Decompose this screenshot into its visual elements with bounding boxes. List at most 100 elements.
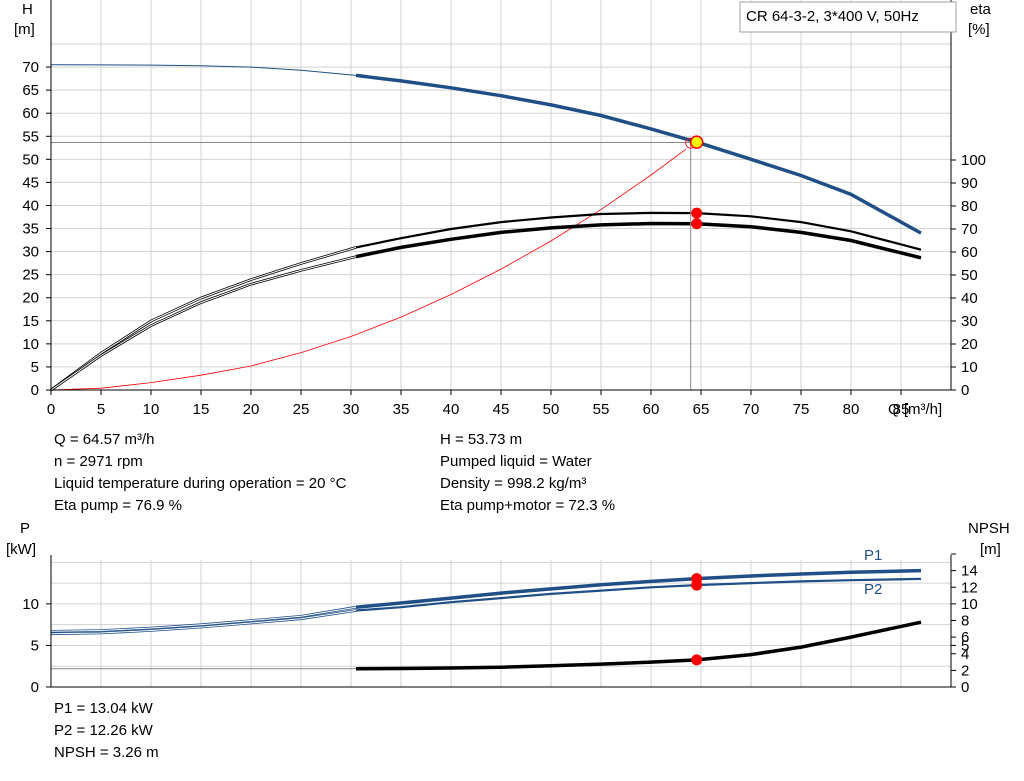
top-grid <box>51 0 952 390</box>
eta-pump-motor-low-flow-outer <box>50 255 357 392</box>
h-tick-label: 50 <box>22 151 39 168</box>
top-axes <box>46 0 956 395</box>
npsh-axis-unit: NPSH <box>968 520 1010 537</box>
q-tick-label: 10 <box>143 401 160 418</box>
info-p2: P2 = 12.26 kW <box>54 722 153 739</box>
q-tick-label: 75 <box>793 401 810 418</box>
p-axis-label: [kW] <box>6 541 36 558</box>
h-tick-label: 35 <box>22 221 39 238</box>
p1-curve <box>355 568 922 609</box>
npsh-tick-label: 2 <box>961 662 969 679</box>
eta-tick-label: 50 <box>961 267 978 284</box>
duty-info-right: H = 53.73 m Pumped liquid = Water Densit… <box>440 429 615 517</box>
h-tick-label: 10 <box>22 336 39 353</box>
npsh-tick-label: 5 <box>961 637 969 654</box>
h-tick-label: 40 <box>22 197 39 214</box>
top-curves <box>50 64 922 392</box>
eta-pump-duty-marker <box>691 207 703 219</box>
npsh-tick-label: 12 <box>961 579 978 596</box>
h-tick-label: 5 <box>31 359 39 376</box>
info-eta-pump-motor: Eta pump+motor = 72.3 % <box>440 497 616 514</box>
product-label: CR 64-3-2, 3*400 V, 50Hz <box>746 8 919 25</box>
q-tick-label: 65 <box>693 401 710 418</box>
pump-performance-chart: 0 5 10 15 20 25 30 35 40 45 50 55 60 65 70 75 80 85 0 5 10 15… <box>14 0 992 418</box>
eta-tick-label: 0 <box>961 382 969 399</box>
h-axis-unit: H <box>22 1 33 18</box>
q-tick-label: 70 <box>743 401 760 418</box>
npsh-tick-label: 8 <box>961 613 969 630</box>
eta-tick-label: 40 <box>961 290 978 307</box>
h-tick-label: 15 <box>22 313 39 330</box>
p-tick-label: 5 <box>31 637 39 654</box>
eta-pump-low-flow-inner <box>50 246 357 391</box>
npsh-tick-label: 14 <box>961 563 978 580</box>
q-tick-label: 45 <box>493 401 510 418</box>
eta-tick-label: 80 <box>961 198 978 215</box>
eta-tick-label: 30 <box>961 313 978 330</box>
p-axis-unit: P <box>20 520 30 537</box>
npsh-tick-label: 10 <box>961 596 978 613</box>
npsh-axis-label: [m] <box>980 541 1001 558</box>
product-label-box <box>739 1 957 33</box>
h-curve <box>355 73 922 235</box>
info-speed: n = 2971 rpm <box>54 453 143 470</box>
eta-tick-label: 90 <box>961 175 978 192</box>
eta-axis-label: [%] <box>968 21 990 38</box>
npsh-tick-label: 4 <box>961 646 969 663</box>
eta-pump-curve <box>355 211 922 251</box>
h-tick-label: 25 <box>22 267 39 284</box>
h-tick-label: 70 <box>22 59 39 76</box>
q-tick-label: 20 <box>243 401 260 418</box>
eta-tick-label: 10 <box>961 359 978 376</box>
q-tick-label: 5 <box>97 401 105 418</box>
p-tick-label: 0 <box>31 679 39 696</box>
q-tick-label: 85 <box>893 401 910 418</box>
h-tick-label: 30 <box>22 244 39 261</box>
p2-duty-marker <box>691 579 703 591</box>
p1-low-flow-inner <box>50 606 357 632</box>
duty-point-marker <box>689 135 704 149</box>
info-npsh: NPSH = 3.26 m <box>54 744 159 761</box>
h-tick-label: 65 <box>22 82 39 99</box>
q-tick-label: 35 <box>393 401 410 418</box>
h-curve-low-flow <box>50 64 357 76</box>
info-h: H = 53.73 m <box>440 431 523 448</box>
info-liquid-temperature: Liquid temperature during operation = 20… <box>54 475 347 492</box>
h-axis-label: [m] <box>14 21 35 38</box>
info-p1: P1 = 13.04 kW <box>54 700 153 717</box>
h-tick-label: 20 <box>22 290 39 307</box>
q-tick-label: 25 <box>293 401 310 418</box>
info-q: Q = 64.57 m³/h <box>54 431 155 448</box>
eta-tick-label: 20 <box>961 336 978 353</box>
npsh-duty-marker <box>691 654 703 666</box>
info-eta-pump: Eta pump = 76.9 % <box>54 497 182 514</box>
q-axis-label: Q [m³/h] <box>888 401 942 418</box>
eta-pump-motor-curve <box>355 221 922 260</box>
q-tick-label: 80 <box>843 401 860 418</box>
p2-curve <box>355 577 922 612</box>
q-tick-label: 55 <box>593 401 610 418</box>
system-curve <box>50 148 687 391</box>
duty-info-left: Q = 64.57 m³/h n = 2971 rpm Liquid tempe… <box>54 429 346 517</box>
info-density: Density = 998.2 kg/m³ <box>440 475 587 492</box>
power-info: P1 = 13.04 kW P2 = 12.26 kW NPSH = 3.26 … <box>54 698 159 764</box>
bottom-axes <box>46 553 956 688</box>
eta-tick-label: 60 <box>961 244 978 261</box>
q-tick-label: 50 <box>543 401 560 418</box>
q-tick-label: 40 <box>443 401 460 418</box>
p1-series-label: P1 <box>864 547 882 564</box>
eta-pump-motor-duty-marker <box>691 218 703 230</box>
npsh-curve <box>355 620 922 671</box>
bottom-curves <box>50 568 922 671</box>
h-tick-label: 60 <box>22 105 39 122</box>
p2-low-flow-inner <box>50 610 357 635</box>
eta-tick-label: 70 <box>961 221 978 238</box>
p2-series-label: P2 <box>864 581 882 598</box>
eta-axis-unit: eta <box>970 1 992 18</box>
h-tick-label: 45 <box>22 174 39 191</box>
q-tick-label: 30 <box>343 401 360 418</box>
info-pumped-liquid: Pumped liquid = Water <box>440 453 592 470</box>
top-tick-labels: 0 5 10 15 20 25 30 35 40 45 50 55 60 65 70 75 80 85 0 5 10 15… <box>22 59 986 418</box>
